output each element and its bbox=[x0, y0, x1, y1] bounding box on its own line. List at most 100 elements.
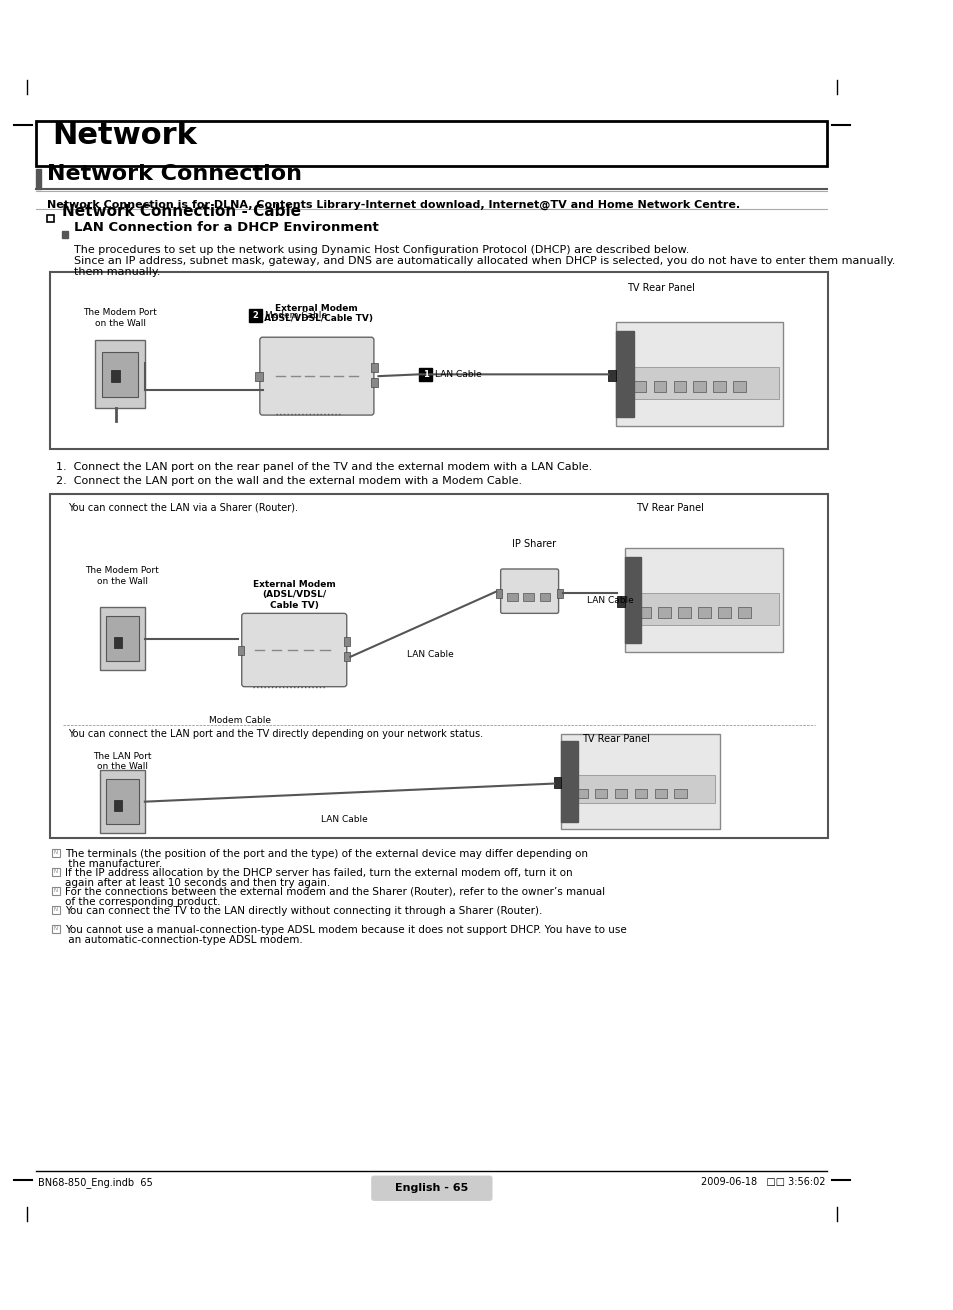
Bar bbox=[523, 593, 534, 601]
Text: the manufacturer.: the manufacturer. bbox=[65, 858, 162, 869]
Bar bbox=[47, 215, 54, 223]
Bar bbox=[673, 381, 685, 392]
Text: LAN Cable: LAN Cable bbox=[586, 596, 633, 605]
Bar bbox=[51, 849, 60, 857]
Text: Modem Cable: Modem Cable bbox=[265, 310, 327, 320]
Bar bbox=[615, 331, 633, 417]
Text: You can connect the LAN via a Sharer (Router).: You can connect the LAN via a Sharer (Ro… bbox=[68, 503, 297, 514]
Bar bbox=[557, 590, 562, 597]
Bar bbox=[638, 607, 650, 618]
Bar bbox=[654, 789, 666, 798]
Bar bbox=[36, 169, 41, 189]
Bar bbox=[624, 557, 640, 643]
Bar bbox=[106, 616, 138, 662]
Text: Network: Network bbox=[52, 121, 197, 149]
FancyBboxPatch shape bbox=[371, 1175, 492, 1201]
Text: Network Connection is for DLNA, Contents Library-Internet download, Internet@TV : Network Connection is for DLNA, Contents… bbox=[47, 199, 740, 210]
Bar bbox=[51, 887, 60, 895]
Bar bbox=[371, 363, 378, 372]
Text: of the corresponding product.: of the corresponding product. bbox=[65, 897, 220, 907]
Text: them manually.: them manually. bbox=[74, 267, 160, 276]
Bar bbox=[634, 789, 647, 798]
FancyBboxPatch shape bbox=[500, 569, 558, 613]
FancyBboxPatch shape bbox=[50, 494, 827, 838]
FancyBboxPatch shape bbox=[259, 337, 374, 415]
Bar bbox=[658, 607, 670, 618]
Bar bbox=[99, 770, 145, 833]
Text: External Modem
(ADSL/VDSL/
Cable TV): External Modem (ADSL/VDSL/ Cable TV) bbox=[253, 580, 335, 609]
Text: TV Rear Panel: TV Rear Panel bbox=[636, 503, 703, 514]
FancyBboxPatch shape bbox=[615, 322, 782, 426]
Bar bbox=[678, 607, 690, 618]
Text: LAN Connection for a DHCP Environment: LAN Connection for a DHCP Environment bbox=[74, 221, 378, 234]
FancyBboxPatch shape bbox=[249, 309, 261, 322]
Text: English - 65: English - 65 bbox=[395, 1183, 468, 1193]
Text: N: N bbox=[53, 926, 58, 931]
Bar bbox=[496, 590, 502, 597]
Bar bbox=[62, 232, 68, 237]
Text: N: N bbox=[53, 850, 58, 855]
Text: LAN Cable: LAN Cable bbox=[407, 651, 454, 659]
Text: 2.  Connect the LAN port on the wall and the external modem with a Modem Cable.: 2. Connect the LAN port on the wall and … bbox=[56, 476, 521, 486]
Bar bbox=[539, 593, 550, 601]
Bar bbox=[344, 652, 350, 662]
Text: The procedures to set up the network using Dynamic Host Configuration Protocol (: The procedures to set up the network usi… bbox=[74, 245, 689, 255]
Text: IP Sharer: IP Sharer bbox=[512, 540, 556, 549]
Bar bbox=[565, 774, 715, 803]
Bar bbox=[106, 779, 138, 824]
Text: You can connect the TV to the LAN directly without connecting it through a Share: You can connect the TV to the LAN direct… bbox=[65, 905, 542, 916]
FancyBboxPatch shape bbox=[50, 272, 827, 448]
Bar bbox=[575, 789, 587, 798]
Bar bbox=[733, 381, 745, 392]
Bar bbox=[51, 905, 60, 914]
Text: The terminals (the position of the port and the type) of the external device may: The terminals (the position of the port … bbox=[65, 849, 588, 859]
FancyBboxPatch shape bbox=[36, 121, 826, 166]
Bar bbox=[737, 607, 750, 618]
Text: Network Connection: Network Connection bbox=[47, 164, 302, 185]
Text: N: N bbox=[53, 888, 58, 893]
FancyBboxPatch shape bbox=[624, 548, 782, 652]
Bar bbox=[653, 381, 665, 392]
Bar bbox=[608, 369, 615, 381]
Bar bbox=[629, 593, 778, 625]
Bar bbox=[112, 369, 120, 383]
FancyBboxPatch shape bbox=[560, 734, 719, 829]
Bar bbox=[114, 637, 122, 647]
Bar bbox=[238, 646, 244, 655]
Bar bbox=[594, 789, 607, 798]
Bar bbox=[693, 381, 705, 392]
Text: TV Rear Panel: TV Rear Panel bbox=[581, 734, 649, 744]
Bar bbox=[554, 777, 560, 789]
Bar bbox=[51, 867, 60, 876]
Bar bbox=[95, 339, 145, 407]
Text: The Modem Port
on the Wall: The Modem Port on the Wall bbox=[84, 308, 157, 328]
Bar bbox=[114, 800, 122, 811]
Text: LAN Cable: LAN Cable bbox=[320, 815, 367, 824]
Bar bbox=[633, 381, 646, 392]
Text: Network Connection - Cable: Network Connection - Cable bbox=[62, 203, 300, 219]
Text: an automatic-connection-type ADSL modem.: an automatic-connection-type ADSL modem. bbox=[65, 935, 303, 945]
Text: 1: 1 bbox=[422, 369, 428, 379]
Text: again after at least 10 seconds and then try again.: again after at least 10 seconds and then… bbox=[65, 878, 330, 888]
Text: LAN Cable: LAN Cable bbox=[435, 369, 481, 379]
Bar bbox=[344, 637, 350, 646]
Text: 2009-06-18   □□ 3:56:02: 2009-06-18 □□ 3:56:02 bbox=[700, 1178, 824, 1187]
Text: For the connections between the external modem and the Sharer (Router), refer to: For the connections between the external… bbox=[65, 887, 608, 897]
Bar bbox=[713, 381, 725, 392]
Bar bbox=[560, 741, 577, 821]
Text: Modem Cable: Modem Cable bbox=[209, 715, 271, 724]
Text: BN68-850_Eng.indb  65: BN68-850_Eng.indb 65 bbox=[38, 1178, 152, 1188]
Bar bbox=[506, 593, 517, 601]
Text: The Modem Port
on the Wall: The Modem Port on the Wall bbox=[85, 566, 159, 586]
Text: N: N bbox=[53, 870, 58, 874]
Bar bbox=[617, 596, 624, 607]
FancyBboxPatch shape bbox=[241, 613, 346, 686]
Text: Since an IP address, subnet mask, gateway, and DNS are automatically allocated w: Since an IP address, subnet mask, gatewa… bbox=[74, 255, 895, 266]
Bar bbox=[614, 789, 627, 798]
Text: N: N bbox=[53, 908, 58, 912]
Bar bbox=[619, 367, 778, 398]
Bar bbox=[371, 379, 378, 386]
Bar bbox=[99, 607, 145, 671]
Bar bbox=[674, 789, 686, 798]
Bar bbox=[51, 925, 60, 933]
